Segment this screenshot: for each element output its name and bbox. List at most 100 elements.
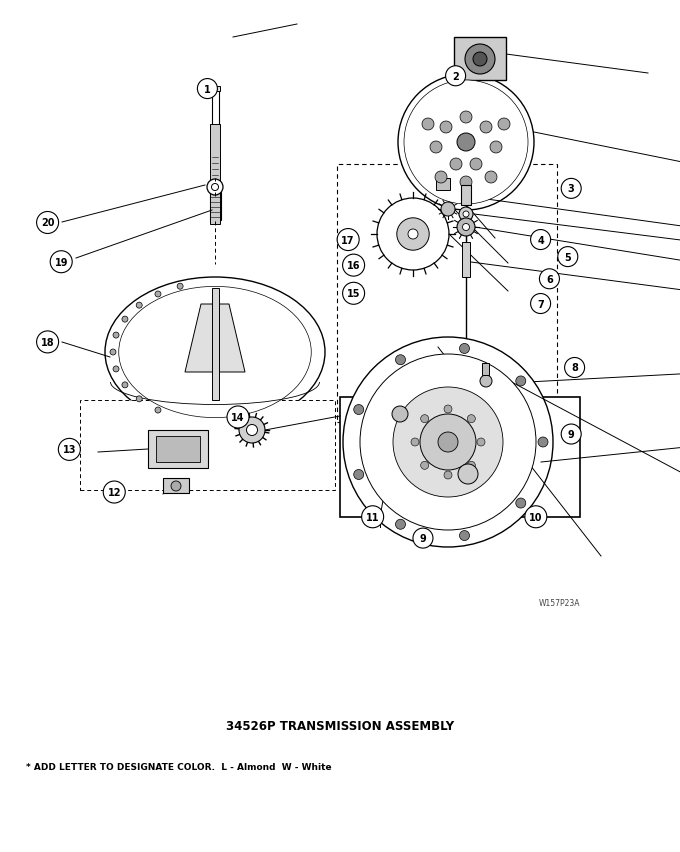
Text: 3: 3	[568, 184, 575, 194]
Circle shape	[122, 383, 128, 389]
Circle shape	[558, 247, 578, 268]
Text: 2: 2	[452, 72, 459, 82]
Circle shape	[343, 283, 364, 305]
Circle shape	[398, 75, 534, 210]
Circle shape	[564, 358, 585, 378]
Circle shape	[473, 53, 487, 67]
Text: 9: 9	[420, 533, 426, 544]
Circle shape	[411, 439, 419, 446]
Circle shape	[360, 354, 536, 531]
Circle shape	[113, 366, 119, 372]
Circle shape	[530, 294, 551, 314]
Circle shape	[396, 520, 405, 530]
Circle shape	[539, 269, 560, 290]
Circle shape	[58, 439, 80, 461]
Circle shape	[136, 302, 142, 308]
Circle shape	[530, 230, 551, 250]
Bar	[156, 436, 200, 463]
Circle shape	[110, 349, 116, 355]
Circle shape	[460, 531, 469, 541]
Bar	[212, 88, 219, 180]
Circle shape	[177, 284, 183, 290]
Text: 19: 19	[54, 257, 68, 268]
Circle shape	[377, 199, 449, 271]
Circle shape	[227, 406, 249, 429]
Text: 4: 4	[537, 235, 544, 245]
Circle shape	[136, 396, 142, 402]
Bar	[454, 38, 506, 81]
Circle shape	[485, 172, 497, 184]
Bar	[211, 289, 218, 400]
Circle shape	[413, 528, 433, 549]
Bar	[340, 398, 580, 517]
Circle shape	[462, 224, 469, 231]
Text: 15: 15	[347, 289, 360, 299]
Text: 7: 7	[537, 299, 544, 309]
Bar	[461, 186, 471, 206]
Circle shape	[354, 405, 364, 415]
Circle shape	[460, 177, 472, 189]
Circle shape	[457, 134, 475, 152]
Circle shape	[103, 481, 125, 504]
Circle shape	[155, 291, 161, 297]
Circle shape	[397, 219, 429, 250]
Circle shape	[122, 317, 128, 323]
Bar	[211, 87, 220, 92]
Text: 9: 9	[568, 429, 575, 440]
Bar	[337, 164, 557, 423]
Text: W157P23A: W157P23A	[539, 599, 580, 607]
Polygon shape	[462, 390, 470, 396]
Circle shape	[498, 119, 510, 131]
Circle shape	[457, 219, 475, 237]
Text: 8: 8	[571, 363, 578, 373]
Circle shape	[362, 506, 384, 528]
Circle shape	[396, 355, 405, 366]
Bar	[462, 243, 470, 278]
Text: 18: 18	[41, 337, 54, 348]
Circle shape	[404, 81, 528, 204]
Circle shape	[392, 406, 408, 423]
Text: 16: 16	[347, 261, 360, 271]
Circle shape	[354, 470, 364, 480]
Bar	[210, 125, 220, 225]
Circle shape	[438, 433, 458, 452]
Circle shape	[490, 141, 502, 154]
Ellipse shape	[105, 278, 325, 428]
Circle shape	[515, 498, 526, 509]
Text: 5: 5	[564, 252, 571, 262]
Bar	[483, 364, 490, 376]
Circle shape	[441, 203, 455, 216]
Circle shape	[430, 141, 442, 154]
Circle shape	[422, 119, 434, 131]
Circle shape	[37, 331, 58, 354]
Circle shape	[445, 66, 466, 87]
Circle shape	[470, 158, 482, 170]
Text: 6: 6	[546, 274, 553, 285]
Circle shape	[343, 337, 553, 547]
Circle shape	[435, 172, 447, 184]
Circle shape	[420, 415, 476, 470]
Circle shape	[246, 425, 258, 436]
Circle shape	[393, 388, 503, 498]
Text: 20: 20	[41, 218, 54, 228]
Ellipse shape	[119, 287, 311, 418]
Circle shape	[444, 406, 452, 413]
Circle shape	[561, 424, 581, 445]
Circle shape	[113, 332, 119, 338]
Circle shape	[463, 212, 469, 218]
Circle shape	[155, 407, 161, 413]
Bar	[163, 479, 189, 493]
Circle shape	[561, 179, 581, 199]
Text: 14: 14	[231, 412, 245, 423]
Bar	[148, 430, 208, 469]
Bar	[436, 179, 450, 191]
Text: 10: 10	[529, 512, 543, 522]
Circle shape	[460, 112, 472, 124]
Bar	[210, 193, 221, 221]
Circle shape	[538, 437, 548, 447]
Circle shape	[343, 255, 364, 277]
Circle shape	[197, 79, 218, 100]
Circle shape	[444, 471, 452, 480]
Text: 17: 17	[341, 235, 355, 245]
Circle shape	[207, 180, 223, 196]
